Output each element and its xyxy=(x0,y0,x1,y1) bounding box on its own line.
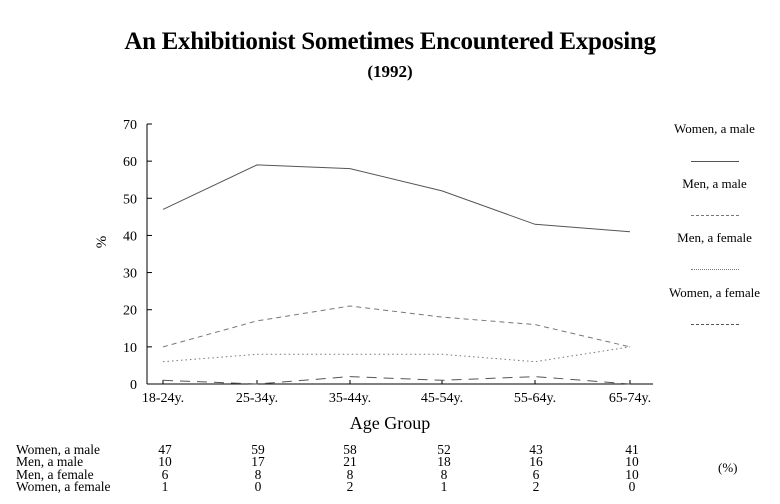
unit-note: (%) xyxy=(718,460,738,475)
table-cell: 52 xyxy=(437,442,451,457)
legend-swatch-women-male xyxy=(691,161,739,162)
series-line-2 xyxy=(162,305,631,348)
legend-label-women-male: Women, a male xyxy=(674,121,755,136)
x-tick-label: 35-44y. xyxy=(329,391,371,406)
y-tick-label: 50 xyxy=(123,192,137,207)
table-cell: 17 xyxy=(251,454,265,470)
table-row-label: Men, a male xyxy=(16,454,84,470)
table-cell: 6 xyxy=(161,466,169,482)
line-chart: 0 10 20 30 40 50 60 70 18-24y. 25-34y. 35-44y. 45-… xyxy=(94,118,653,433)
table-cell: 2 xyxy=(346,478,354,494)
table-cell: 58 xyxy=(343,442,357,457)
table-cell: 10 xyxy=(625,466,639,482)
table-cell: 8 xyxy=(254,466,262,482)
table-cell: 1 xyxy=(440,478,448,494)
table-cell: 2 xyxy=(532,478,540,494)
table-cell: 8 xyxy=(440,466,448,482)
legend-label-men-male: Men, a male xyxy=(682,176,747,191)
x-tick-label: 45-54y. xyxy=(421,391,463,406)
y-tick-label: 30 xyxy=(123,267,137,282)
x-tick-label: 18-24y. xyxy=(142,391,184,406)
table-cell: 10 xyxy=(625,454,639,470)
series-line-1 xyxy=(162,164,631,233)
table-cell: 47 xyxy=(158,442,172,457)
chart-subtitle: (1992) xyxy=(367,62,413,81)
x-axis-ticks: 18-24y. 25-34y. 35-44y. 45-54y. 55-64y. 65-74… xyxy=(142,380,651,406)
table-cell: 8 xyxy=(346,466,354,482)
chart-title: An Exhibitionist Sometimes Encountered E… xyxy=(124,28,656,55)
y-tick-label: 10 xyxy=(123,341,137,356)
table-cell: 10 xyxy=(158,454,172,470)
table-cell: 0 xyxy=(254,478,262,494)
series-lines xyxy=(162,164,631,385)
chart-axes xyxy=(146,124,653,385)
series-line-4 xyxy=(162,376,631,385)
series-line-3 xyxy=(162,346,631,363)
y-axis-label: % xyxy=(94,236,110,249)
table-row-label: Men, a female xyxy=(16,466,94,482)
table-cell: 59 xyxy=(251,442,265,457)
y-axis-ticks: 0 10 20 30 40 50 60 70 xyxy=(123,118,152,393)
table-cell: 0 xyxy=(628,478,636,494)
table-cell: 18 xyxy=(437,454,451,470)
table-cell: 6 xyxy=(532,466,540,482)
x-axis-label: Age Group xyxy=(350,413,430,433)
table-cell: 21 xyxy=(343,454,357,470)
y-tick-label: 0 xyxy=(130,378,137,393)
y-tick-label: 70 xyxy=(123,118,137,133)
x-tick-label: 25-34y. xyxy=(236,391,278,406)
table-cell: 41 xyxy=(625,442,639,457)
y-tick-label: 60 xyxy=(123,155,137,170)
table-cell: 16 xyxy=(529,454,543,470)
legend-swatch-men-female xyxy=(691,269,739,270)
legend-swatch-men-male xyxy=(691,215,739,216)
y-tick-label: 40 xyxy=(123,229,137,244)
table-cell: 1 xyxy=(161,478,169,494)
table-row-label: Women, a male xyxy=(16,442,101,457)
y-tick-label: 20 xyxy=(123,304,137,319)
legend-label-women-female: Women, a female xyxy=(669,285,760,300)
legend-swatch-women-female xyxy=(691,324,739,325)
table-cell: 43 xyxy=(529,442,543,457)
x-tick-label: 65-74y. xyxy=(609,391,651,406)
x-tick-label: 55-64y. xyxy=(514,391,556,406)
legend-label-men-female: Men, a female xyxy=(677,230,752,245)
table-row-label: Women, a female xyxy=(16,478,111,494)
